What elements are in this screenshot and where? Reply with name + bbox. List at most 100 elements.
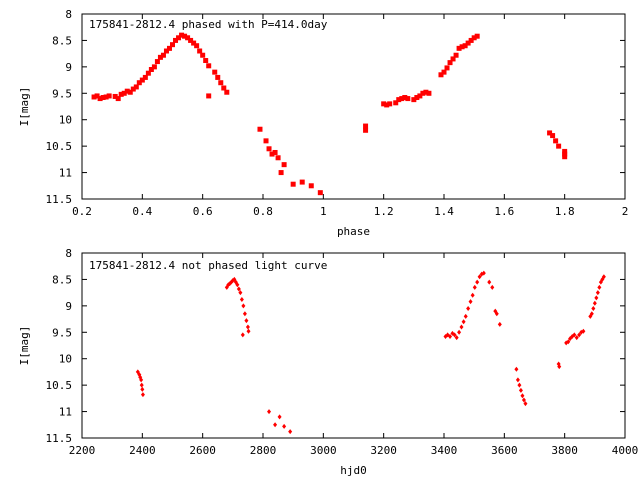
data-point [471, 35, 477, 41]
data-point [468, 37, 474, 43]
data-point [290, 181, 296, 187]
data-point [200, 52, 206, 58]
data-point [468, 299, 473, 305]
data-point [405, 96, 411, 102]
y-tick-label: 10.5 [46, 140, 73, 153]
data-point [574, 335, 579, 341]
x-tick-label: 2 [622, 205, 629, 218]
plot-frame [81, 13, 626, 200]
data-point [581, 328, 586, 334]
data-point [566, 339, 571, 345]
data-point [140, 386, 145, 392]
data-point [203, 58, 209, 64]
data-point [263, 138, 269, 144]
data-point [454, 335, 459, 341]
data-point [142, 74, 148, 80]
data-point [450, 56, 456, 62]
y-axis-label: I[mag] [18, 326, 31, 366]
data-point [562, 151, 568, 157]
data-point [130, 86, 136, 92]
data-point [100, 95, 106, 101]
data-point [106, 93, 112, 99]
x-tick-label: 1 [320, 205, 327, 218]
data-point [515, 377, 520, 383]
data-point [188, 37, 194, 43]
data-point [182, 33, 188, 39]
data-point [363, 123, 369, 129]
data-point [547, 130, 553, 136]
data-point [523, 401, 528, 407]
data-point [176, 35, 182, 41]
data-point [115, 96, 121, 102]
data-point [562, 148, 568, 154]
data-point [399, 96, 405, 102]
data-point [461, 319, 466, 325]
data-point [393, 100, 399, 106]
data-point [459, 44, 465, 50]
data-point [438, 72, 444, 78]
data-point [562, 154, 568, 160]
data-point [299, 179, 305, 185]
data-point [127, 89, 133, 95]
data-point [520, 393, 525, 399]
data-point [272, 149, 278, 155]
x-tick-label: 1.2 [374, 205, 394, 218]
x-tick-label: 1.8 [555, 205, 575, 218]
data-point [411, 97, 417, 103]
data-point [402, 95, 408, 101]
data-point [124, 88, 130, 94]
x-tick-label: 1.6 [494, 205, 514, 218]
data-point [556, 143, 562, 149]
data-point [103, 94, 109, 100]
data-point [215, 74, 221, 80]
data-point [139, 77, 145, 83]
data-point [194, 43, 200, 49]
y-tick-label: 9.5 [52, 87, 72, 100]
x-tick-label: 0.6 [193, 205, 213, 218]
data-point [448, 334, 453, 340]
data-point [154, 59, 160, 65]
x-tick-label: 3800 [551, 444, 578, 457]
data-point [553, 138, 559, 144]
data-point [317, 190, 323, 196]
x-tick-label: 0.4 [132, 205, 152, 218]
chart-title: 175841-2812.4 phased with P=414.0day [89, 18, 328, 31]
data-point [170, 42, 175, 48]
data-point [112, 93, 118, 99]
y-tick-label: 9 [65, 300, 72, 313]
data-point [414, 95, 420, 101]
data-point [465, 40, 471, 46]
y-tick-label: 10 [59, 353, 72, 366]
data-point [275, 155, 281, 161]
data-point [572, 332, 577, 338]
data-point [94, 93, 100, 99]
data-point [601, 274, 606, 280]
y-tick-label: 8.5 [52, 34, 72, 47]
data-point [591, 306, 596, 311]
data-point [218, 80, 224, 86]
data-point [206, 93, 212, 99]
y-tick-label: 8 [65, 8, 72, 21]
data-point [185, 35, 191, 41]
x-axis-label: phase [337, 225, 370, 238]
data-point [592, 300, 597, 306]
x-tick-label: 3400 [431, 444, 458, 457]
data-point [133, 84, 139, 90]
data-point [459, 324, 464, 330]
data-point [163, 48, 169, 54]
data-point [426, 90, 432, 96]
data-point [281, 162, 287, 168]
data-point [179, 32, 185, 38]
x-tick-label: 0.8 [253, 205, 273, 218]
data-point [420, 90, 426, 96]
data-point [456, 45, 462, 51]
data-point [136, 80, 142, 86]
data-point [417, 93, 423, 99]
data-point [481, 270, 486, 276]
data-point [387, 101, 393, 107]
data-point [466, 306, 471, 311]
chart-title: 175841-2812.4 not phased light curve [89, 259, 327, 272]
data-point [240, 332, 245, 338]
data-point [244, 318, 249, 324]
